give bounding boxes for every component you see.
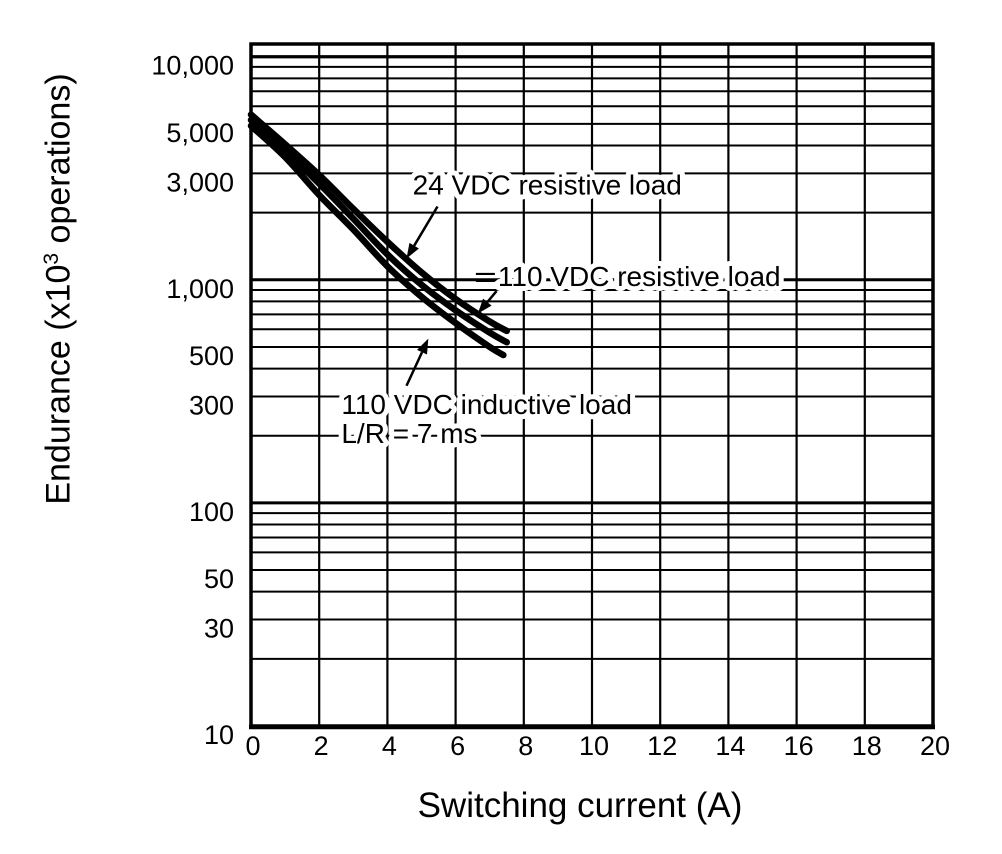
x-tick-label-6: 6 xyxy=(450,731,465,761)
y-tick-label-10000: 10,000 xyxy=(151,51,234,81)
series-curve-110-vdc-resistive-load xyxy=(247,116,510,346)
y-tick-label-50: 50 xyxy=(204,564,234,594)
x-tick-label-20: 20 xyxy=(920,731,950,761)
x-tick-label-4: 4 xyxy=(382,731,397,761)
y-tick-label-30: 30 xyxy=(204,614,234,644)
annotation-arrow-head xyxy=(417,338,429,355)
annotation-label-110-vdc-resistive-load: 110 VDC resistive load xyxy=(498,261,781,292)
x-tick-label-14: 14 xyxy=(715,731,745,761)
y-tick-label-5000: 5,000 xyxy=(166,118,234,148)
y-axis-title-superscript: 3 xyxy=(40,252,63,265)
series-curve-24-vdc-resistive-load xyxy=(247,111,510,335)
x-tick-label-2: 2 xyxy=(314,731,329,761)
x-tick-label-8: 8 xyxy=(518,731,533,761)
y-tick-label-300: 300 xyxy=(189,390,234,420)
y-axis-title-unit: operations) xyxy=(39,73,78,253)
x-tick-label-0: 0 xyxy=(245,731,260,761)
series-curve-110-vdc-inductive-load-l-r-7-ms xyxy=(247,122,507,359)
x-tick-label-10: 10 xyxy=(579,731,609,761)
annotation-arrow-line xyxy=(405,351,424,387)
x-tick-label-12: 12 xyxy=(647,731,677,761)
y-tick-label-10: 10 xyxy=(204,720,234,750)
annotation-arrow-head xyxy=(406,242,419,259)
x-tick-label-18: 18 xyxy=(852,731,882,761)
y-axis-title: Endurance (x103 operations) xyxy=(29,0,78,599)
y-tick-label-1000: 1,000 xyxy=(166,274,234,304)
y-tick-label-100: 100 xyxy=(189,497,234,527)
y-axis-title-text: Endurance (x10 xyxy=(39,264,78,505)
x-tick-label-16: 16 xyxy=(784,731,814,761)
annotation-arrow-line xyxy=(486,290,498,303)
annotation-label-24-vdc-resistive-load: 24 VDC resistive load xyxy=(413,170,682,201)
x-axis-title: Switching current (A) xyxy=(417,786,743,825)
annotation-arrow-line xyxy=(413,205,439,247)
annotation-arrow-head xyxy=(477,298,492,314)
y-tick-label-3000: 3,000 xyxy=(166,167,234,197)
y-tick-label-500: 500 xyxy=(189,341,234,371)
annotation-label-110-vdc-inductive-load: 110 VDC inductive load xyxy=(341,389,632,420)
annotation-label-l-r-7-ms: L/R = 7 ms xyxy=(341,418,477,449)
